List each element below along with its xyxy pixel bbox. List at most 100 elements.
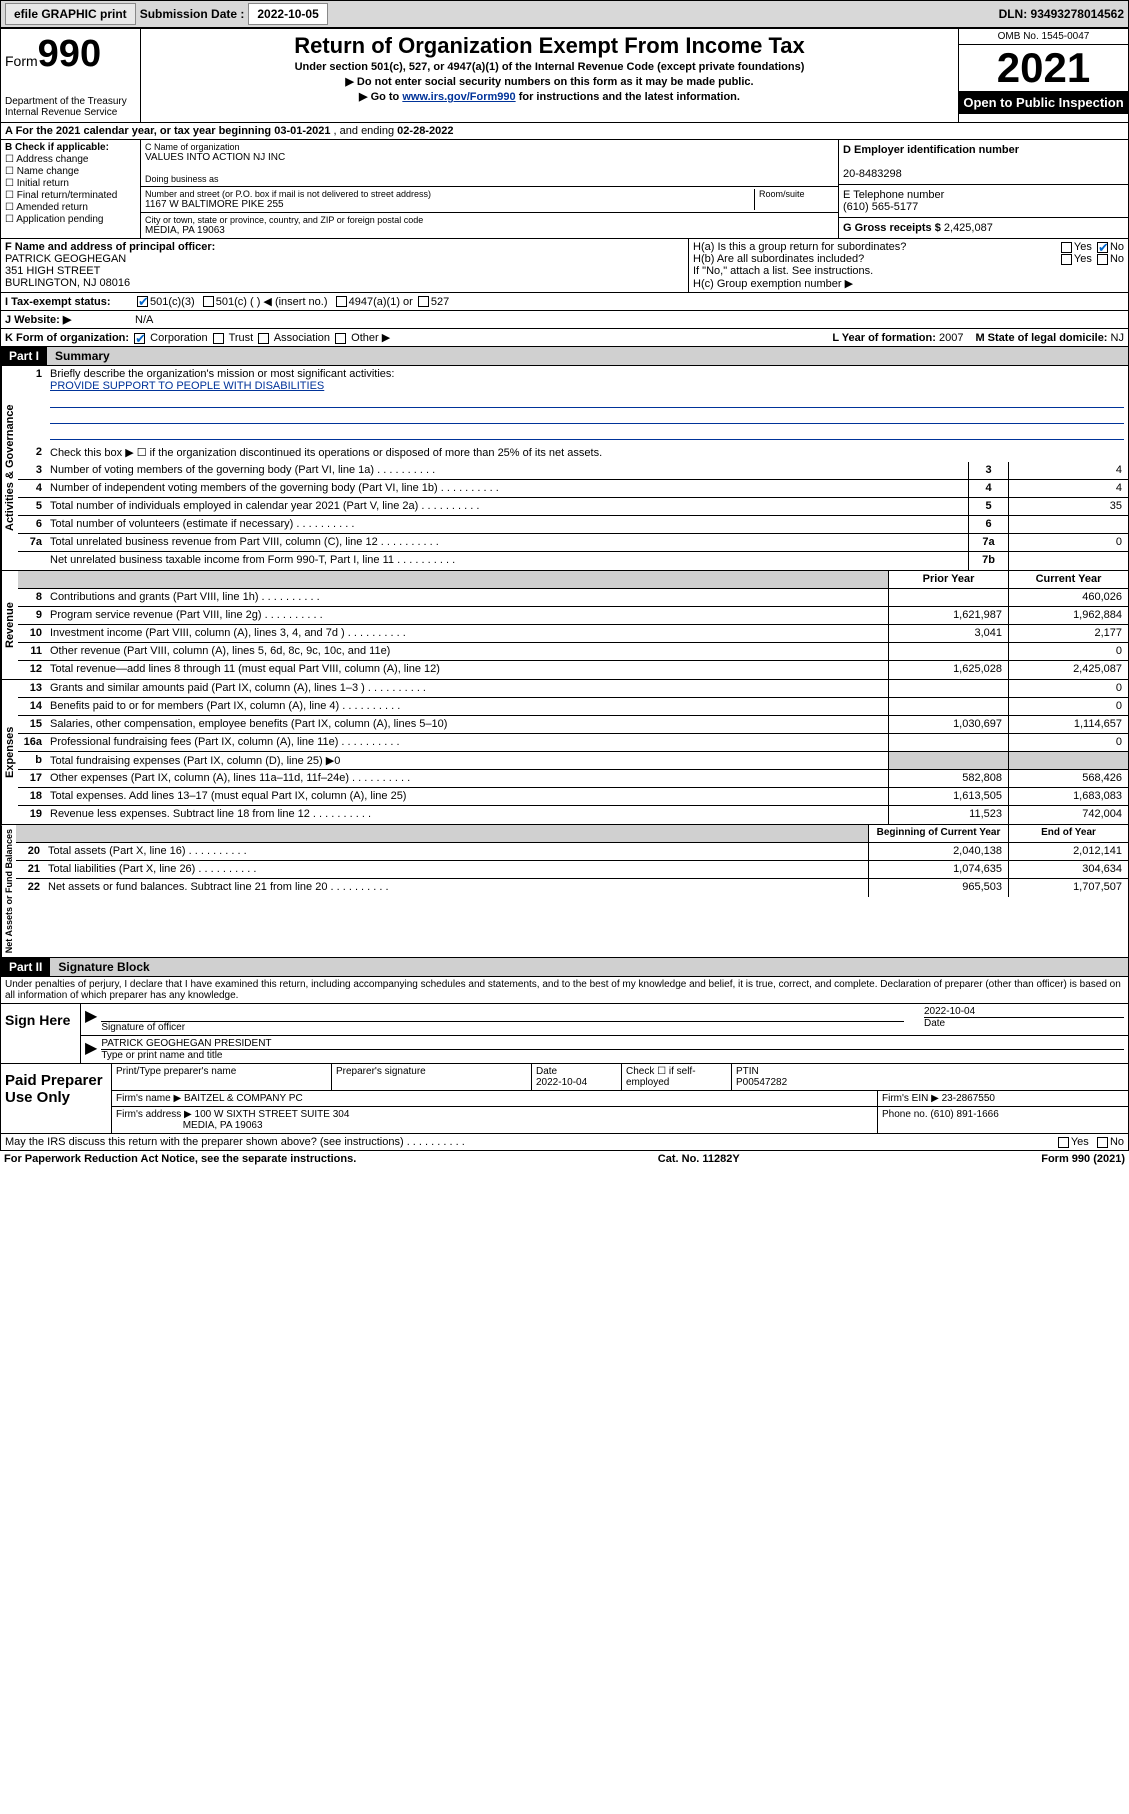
hb-no-checkbox[interactable] (1097, 254, 1108, 265)
ha-yes-checkbox[interactable] (1061, 242, 1072, 253)
line-18-prior: 1,613,505 (888, 788, 1008, 805)
section-j-website: J Website: ▶ N/A (0, 311, 1129, 329)
section-i-tax-status: I Tax-exempt status: 501(c)(3) 501(c) ( … (0, 293, 1129, 311)
line-7b: Net unrelated business taxable income fr… (46, 552, 968, 570)
line-16a-prior (888, 734, 1008, 751)
line-3: Number of voting members of the governin… (46, 462, 968, 479)
chk-4947[interactable] (336, 296, 347, 307)
signature-date: 2022-10-04 (924, 1006, 1124, 1018)
line-14-current: 0 (1008, 698, 1128, 715)
submission-date-label: Submission Date : (140, 7, 245, 21)
chk-trust[interactable] (213, 333, 224, 344)
line-22-end: 1,707,507 (1008, 879, 1128, 897)
sections-k-l-m: K Form of organization: Corporation Trus… (0, 329, 1129, 347)
part-2-badge: Part II (1, 958, 50, 976)
line-8: Contributions and grants (Part VIII, lin… (46, 589, 888, 606)
address-label: Number and street (or P.O. box if mail i… (145, 189, 754, 199)
chk-527[interactable] (418, 296, 429, 307)
line-13-current: 0 (1008, 680, 1128, 697)
line-17-current: 568,426 (1008, 770, 1128, 787)
print-name-label: Type or print name and title (101, 1050, 222, 1061)
goto-prefix: ▶ Go to (359, 91, 402, 103)
vlabel-governance: Activities & Governance (1, 366, 18, 570)
form-number: 990 (38, 33, 101, 75)
hb-yes-checkbox[interactable] (1061, 254, 1072, 265)
phone-value: (610) 565-5177 (843, 201, 918, 213)
room-suite-label: Room/suite (754, 189, 834, 210)
website-label: J Website: ▶ (5, 313, 135, 326)
line-14: Benefits paid to or for members (Part IX… (46, 698, 888, 715)
officer-label: F Name and address of principal officer: (5, 241, 215, 253)
preparer-sig-label: Preparer's signature (332, 1064, 532, 1090)
omb-number: OMB No. 1545-0047 (959, 29, 1128, 45)
line-16b-current (1008, 752, 1128, 769)
tax-year-begin: 03-01-2021 (274, 125, 330, 137)
current-year-header: Current Year (1008, 571, 1128, 588)
prep-date-value: 2022-10-04 (536, 1077, 587, 1088)
discuss-yes-checkbox[interactable] (1058, 1137, 1069, 1148)
line-9-current: 1,962,884 (1008, 607, 1128, 624)
line-10: Investment income (Part VIII, column (A)… (46, 625, 888, 642)
form-subtitle-3: ▶ Go to www.irs.gov/Form990 for instruct… (145, 90, 954, 103)
h-c-label: H(c) Group exemption number ▶ (693, 277, 1124, 290)
officer-name: PATRICK GEOGHEGAN (5, 253, 126, 265)
year-formation-label: L Year of formation: (832, 332, 936, 344)
part-1-badge: Part I (1, 347, 47, 365)
footer-bottom: For Paperwork Reduction Act Notice, see … (0, 1151, 1129, 1167)
paid-preparer-block: Paid Preparer Use Only Print/Type prepar… (1, 1063, 1128, 1133)
state-domicile-value: NJ (1111, 332, 1124, 344)
part-2-title: Signature Block (50, 958, 1128, 976)
chk-501c[interactable] (203, 296, 214, 307)
chk-address-change[interactable]: ☐ Address change (5, 154, 136, 165)
prior-year-header: Prior Year (888, 571, 1008, 588)
chk-name-change[interactable]: ☐ Name change (5, 166, 136, 177)
firm-addr-label: Firm's address ▶ (116, 1109, 192, 1120)
form-990-footer: Form 990 (2021) (1041, 1153, 1125, 1165)
discuss-no-checkbox[interactable] (1097, 1137, 1108, 1148)
org-name-label: C Name of organization (145, 142, 834, 152)
line-22: Net assets or fund balances. Subtract li… (44, 879, 868, 897)
h-b-note: If "No," attach a list. See instructions… (693, 265, 1124, 277)
firm-city-value: MEDIA, PA 19063 (183, 1120, 263, 1131)
line-13: Grants and similar amounts paid (Part IX… (46, 680, 888, 697)
chk-association[interactable] (258, 333, 269, 344)
line-7b-value (1008, 552, 1128, 570)
section-h: H(a) Is this a group return for subordin… (688, 239, 1128, 292)
line-9-prior: 1,621,987 (888, 607, 1008, 624)
chk-corporation[interactable] (134, 333, 145, 344)
line-12-current: 2,425,087 (1008, 661, 1128, 679)
self-employed-label: Check ☐ if self-employed (622, 1064, 732, 1090)
efile-print-button[interactable]: efile GRAPHIC print (5, 3, 136, 25)
line-6-value (1008, 516, 1128, 533)
section-a-mid: , and ending (334, 125, 398, 137)
line-19: Revenue less expenses. Subtract line 18 … (46, 806, 888, 824)
line-4: Number of independent voting members of … (46, 480, 968, 497)
line-8-prior (888, 589, 1008, 606)
line-9: Program service revenue (Part VIII, line… (46, 607, 888, 624)
ha-no-checkbox[interactable] (1097, 242, 1108, 253)
summary-governance: Activities & Governance 1 Briefly descri… (0, 366, 1129, 571)
chk-application-pending[interactable]: ☐ Application pending (5, 214, 136, 225)
section-a-prefix: A For the 2021 calendar year, or tax yea… (5, 125, 274, 137)
summary-revenue: Revenue Prior YearCurrent Year 8Contribu… (0, 571, 1129, 680)
form-subtitle-2: ▶ Do not enter social security numbers o… (145, 75, 954, 88)
chk-initial-return[interactable]: ☐ Initial return (5, 178, 136, 189)
line-14-prior (888, 698, 1008, 715)
tax-status-label: I Tax-exempt status: (5, 296, 135, 308)
irs-link[interactable]: www.irs.gov/Form990 (402, 91, 515, 103)
signature-date-label: Date (924, 1018, 945, 1029)
chk-final-return[interactable]: ☐ Final return/terminated (5, 190, 136, 201)
irs-discuss-row: May the IRS discuss this return with the… (0, 1134, 1129, 1151)
section-f: F Name and address of principal officer:… (1, 239, 688, 292)
line-21: Total liabilities (Part X, line 26) (44, 861, 868, 878)
tax-year-end: 02-28-2022 (397, 125, 453, 137)
chk-501c3[interactable] (137, 296, 148, 307)
form-header: Form990 Department of the Treasury Inter… (0, 28, 1129, 123)
vlabel-expenses: Expenses (1, 680, 18, 824)
form-number-block: Form990 Department of the Treasury Inter… (1, 29, 141, 122)
chk-other[interactable] (335, 333, 346, 344)
line-12: Total revenue—add lines 8 through 11 (mu… (46, 661, 888, 679)
submission-date-value: 2022-10-05 (248, 3, 327, 25)
chk-amended-return[interactable]: ☐ Amended return (5, 202, 136, 213)
officer-print-name: PATRICK GEOGHEGAN PRESIDENT (101, 1038, 1124, 1050)
